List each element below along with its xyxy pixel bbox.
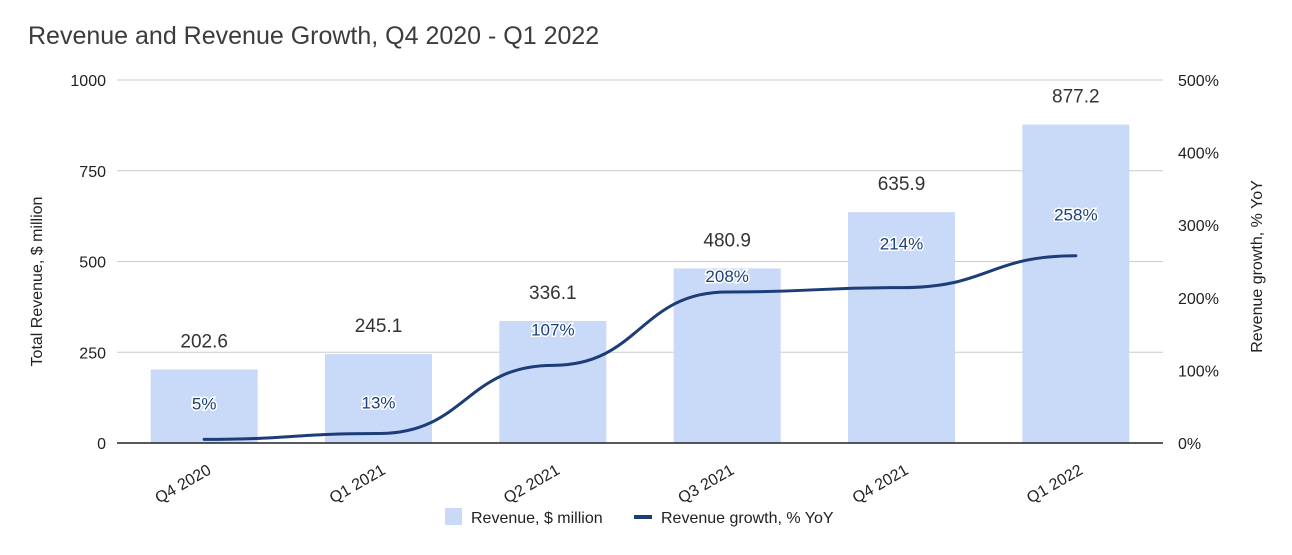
growth-line-group [202,254,1078,441]
x-tick-label: Q4 2020 [153,462,215,507]
revenue-value-label: 877.2 [1052,87,1100,108]
left-axis-ticks: 0 250 500 750 1000 [70,73,106,453]
revenue-bar [848,212,955,443]
x-axis-ticks: Q4 2020 Q1 2021 Q2 2021 Q3 2021 Q4 2021 Q1 20… [153,462,1086,507]
y-tick-label: 750 [79,164,106,181]
legend: Revenue, $ million Revenue growth, % YoY [445,508,834,527]
y2-tick-label: 0% [1178,436,1201,453]
revenue-bar [150,369,258,443]
x-tick-label: Q2 2021 [501,462,563,507]
revenue-value-label: 245.1 [355,316,403,337]
y-tick-label: 1000 [70,73,106,90]
right-axis-ticks: 0% 100% 200% 300% 400% 500% [1178,73,1219,453]
chart-title: Revenue and Revenue Growth, Q4 2020 - Q1… [28,22,600,50]
revenue-bars [150,124,1130,443]
y2-tick-label: 100% [1178,363,1219,380]
revenue-value-label: 202.6 [180,331,228,352]
growth-line [202,254,1078,441]
right-axis-title: Revenue growth, % YoY [1249,180,1266,353]
revenue-bar [1022,124,1130,443]
growth-value-label: 214% [880,235,923,254]
x-tick-label: Q3 2021 [676,462,738,507]
legend-swatch-revenue [445,508,462,525]
legend-label-growth: Revenue growth, % YoY [661,510,834,527]
y2-tick-label: 500% [1178,73,1219,90]
x-tick-label: Q1 2021 [327,462,389,507]
left-axis-title: Total Revenue, $ million [29,197,46,367]
growth-value-label: 13% [361,394,395,413]
y-tick-label: 500 [79,255,106,272]
x-tick-label: Q4 2021 [850,462,912,507]
revenue-value-label: 480.9 [703,230,751,251]
growth-value-label: 5% [192,394,217,413]
revenue-bar [673,268,781,443]
y-tick-label: 250 [79,345,106,362]
revenue-bar [499,320,607,443]
revenue-value-label: 635.9 [878,174,926,195]
x-tick-label: Q1 2022 [1024,462,1086,507]
gridlines [117,79,1163,353]
revenue-value-label: 336.1 [529,283,577,304]
legend-label-revenue: Revenue, $ million [471,510,603,527]
growth-value-label: 258% [1054,206,1097,225]
data-labels: 202.6 245.1 336.1 480.9 635.9 877.2 5% 13% 107% 2… [180,87,1100,415]
y2-tick-label: 200% [1178,291,1219,308]
y2-tick-label: 300% [1178,218,1219,235]
y-tick-label: 0 [97,436,106,453]
legend-swatch-growth [634,515,652,519]
growth-value-label: 208% [705,267,748,286]
growth-value-label: 107% [531,320,574,339]
y2-tick-label: 400% [1178,146,1219,163]
